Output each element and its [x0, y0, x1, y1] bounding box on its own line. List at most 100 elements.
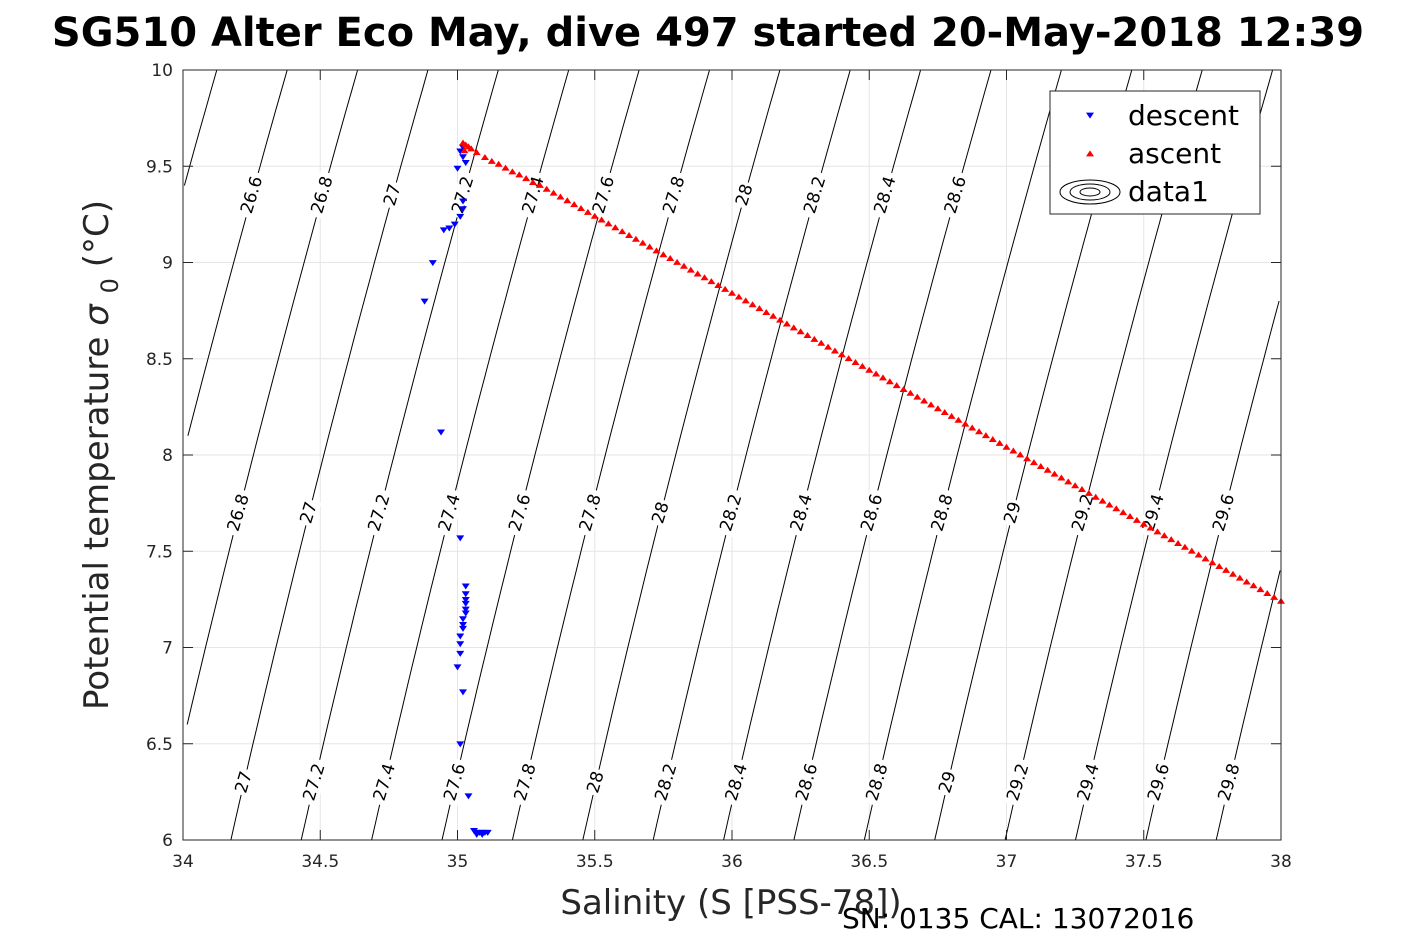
footer-serial-calibration: SN: 0135 CAL: 13072016 — [842, 902, 1194, 935]
y-tick-label: 6 — [162, 831, 173, 851]
ascent-point — [652, 247, 661, 254]
ascent-point — [501, 164, 510, 171]
ascent-point — [1057, 474, 1066, 481]
ascent-point — [995, 439, 1004, 446]
ascent-point — [776, 316, 785, 323]
contour-label-bg — [862, 757, 893, 807]
contour-label-bg — [651, 757, 682, 807]
contour-label-bg — [659, 170, 690, 220]
ascent-point — [885, 378, 894, 385]
descent-point — [456, 650, 465, 657]
x-tick-label: 35 — [447, 852, 469, 872]
ascent-point — [570, 201, 579, 208]
ascent-point — [1132, 516, 1141, 523]
ascent-point — [1084, 489, 1093, 496]
ascent-point — [878, 374, 887, 381]
ascent-point — [1091, 493, 1100, 500]
y-axis-label-subscript: 0 — [96, 278, 124, 293]
ascent-point — [700, 274, 709, 281]
contour-label-bg — [1214, 757, 1245, 807]
ascent-point — [872, 370, 881, 377]
ascent-point — [1201, 555, 1210, 562]
ascent-point — [714, 282, 723, 288]
y-axis-label: Potential temperature σ 0 (°C) — [77, 200, 127, 710]
ascent-point — [625, 231, 634, 238]
y-tick-label: 8 — [162, 446, 173, 466]
contour-label-bg — [721, 757, 753, 807]
legend-descent-label: descent — [1128, 99, 1239, 132]
descent-point — [456, 641, 465, 648]
ascent-point — [460, 147, 469, 154]
legend-data1-label: data1 — [1128, 175, 1209, 208]
ascent-point — [1126, 513, 1135, 519]
ascent-point — [597, 216, 606, 223]
axes-box — [182, 69, 1282, 841]
descent-point — [461, 160, 470, 166]
ascent-point — [1242, 578, 1251, 585]
descent-point — [439, 227, 448, 234]
ascent-point — [933, 405, 942, 412]
ascent-point — [467, 145, 476, 152]
ascent-markers — [458, 139, 1285, 604]
contour-label-bg — [583, 767, 609, 798]
ascent-point — [858, 362, 867, 369]
ascent-point — [741, 297, 750, 304]
chart-title: SG510 Alter Eco May, dive 497 started 20… — [52, 10, 1364, 56]
descent-point — [458, 616, 467, 623]
x-tick-label: 34.5 — [301, 852, 339, 872]
ascent-point — [824, 343, 833, 350]
descent-point — [472, 831, 481, 838]
ascent-point — [906, 389, 915, 396]
ascent-point — [480, 153, 489, 160]
ascent-point — [542, 185, 551, 192]
ascent-point — [769, 312, 778, 319]
x-tick-label: 36 — [721, 852, 743, 872]
descent-point — [456, 535, 465, 542]
ascent-point — [1174, 539, 1183, 546]
contour-line — [187, 69, 288, 436]
contour-label-bg — [1073, 757, 1105, 807]
x-tick-label: 34 — [172, 852, 194, 872]
descent-point — [458, 625, 467, 632]
descent-point — [461, 606, 470, 613]
ascent-point — [508, 168, 517, 175]
ascent-point — [1071, 482, 1080, 489]
ascent-point — [940, 409, 949, 416]
ascent-point — [1208, 559, 1217, 566]
contour-label-bg — [510, 757, 541, 807]
descent-point — [445, 225, 454, 232]
x-tick-label: 38 — [1270, 852, 1292, 872]
ascent-point — [1194, 551, 1203, 558]
ascent-point — [515, 171, 524, 178]
ascent-point — [817, 339, 826, 346]
ascent-point — [1036, 462, 1045, 469]
ascent-point — [844, 355, 853, 362]
contour-label-bg — [364, 488, 395, 538]
contour-label-bg — [940, 170, 972, 220]
y-tick-label: 9 — [162, 254, 173, 274]
contour-label-bg — [716, 488, 747, 538]
ascent-point — [1064, 478, 1073, 485]
contour-label-bg — [504, 488, 536, 538]
descent-point — [437, 429, 446, 436]
ascent-point — [1235, 574, 1244, 581]
ascent-point — [782, 320, 791, 327]
descent-point — [428, 260, 437, 267]
x-tick-label: 35.5 — [576, 852, 614, 872]
svg-text:Potential temperature σ: Potential temperature σ 0 (°C) — [77, 200, 127, 710]
descent-point — [461, 596, 470, 603]
ascent-point — [686, 266, 695, 273]
descent-markers — [420, 144, 492, 838]
y-tick-label: 6.5 — [146, 735, 173, 755]
descent-point — [456, 213, 465, 220]
ascent-point — [693, 270, 702, 277]
descent-point — [453, 664, 462, 671]
x-tick-label: 37.5 — [1125, 852, 1163, 872]
ascent-point — [803, 332, 812, 339]
y-axis-label-unit: (°C) — [77, 200, 117, 267]
descent-point — [461, 583, 470, 590]
ascent-point — [748, 301, 757, 308]
ascent-point — [1002, 443, 1011, 450]
contour-label-bg — [1067, 488, 1099, 538]
ascent-point — [631, 235, 640, 242]
